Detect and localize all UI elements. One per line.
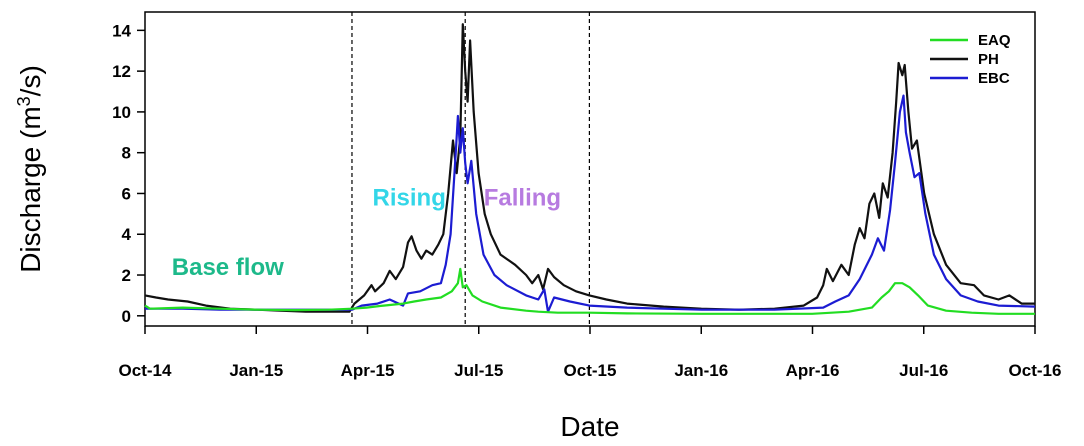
x-tick-label: Apr-15: [341, 361, 395, 380]
y-tick-label: 4: [122, 225, 132, 244]
series-lines: [144, 23, 1036, 315]
y-tick-label: 10: [112, 103, 131, 122]
y-tick-label: 12: [112, 62, 131, 81]
x-axis-title: Date: [560, 411, 619, 442]
phase-annotations: Base flow Rising Falling: [172, 185, 561, 281]
y-tick-label: 8: [122, 144, 131, 163]
legend-label-ebc: EBC: [978, 70, 1010, 87]
x-tick-label: Oct-15: [564, 361, 617, 380]
x-tick-label: Apr-16: [786, 361, 840, 380]
series-line-ebc: [145, 94, 1036, 313]
y-tick-label: 2: [122, 266, 131, 285]
y-tick-label: 6: [122, 184, 131, 203]
x-tick-label: Oct-14: [119, 361, 172, 380]
legend: EAQ PH EBC: [930, 32, 1011, 87]
legend-label-ph: PH: [978, 51, 999, 68]
phase-label-base-flow: Base flow: [172, 254, 284, 281]
y-axis: 0 2 4 6 8 10 12 14: [112, 21, 145, 326]
series-line-eaq: [144, 267, 1035, 315]
y-tick-label: 14: [112, 21, 131, 40]
x-tick-label: Oct-16: [1009, 361, 1062, 380]
y-axis-title: Discharge (m3/s): [14, 65, 46, 273]
x-tick-label: Jan-16: [674, 361, 728, 380]
x-tick-label: Jul-15: [454, 361, 503, 380]
x-tick-label: Jul-16: [899, 361, 948, 380]
x-axis: Oct-14 Jan-15 Apr-15 Jul-15 Oct-15 Jan-16 Apr-…: [119, 326, 1062, 380]
phase-label-rising: Rising: [373, 185, 446, 212]
x-tick-label: Jan-15: [229, 361, 283, 380]
phase-label-falling: Falling: [484, 185, 561, 212]
legend-label-eaq: EAQ: [978, 32, 1011, 49]
y-tick-label: 0: [122, 307, 131, 326]
